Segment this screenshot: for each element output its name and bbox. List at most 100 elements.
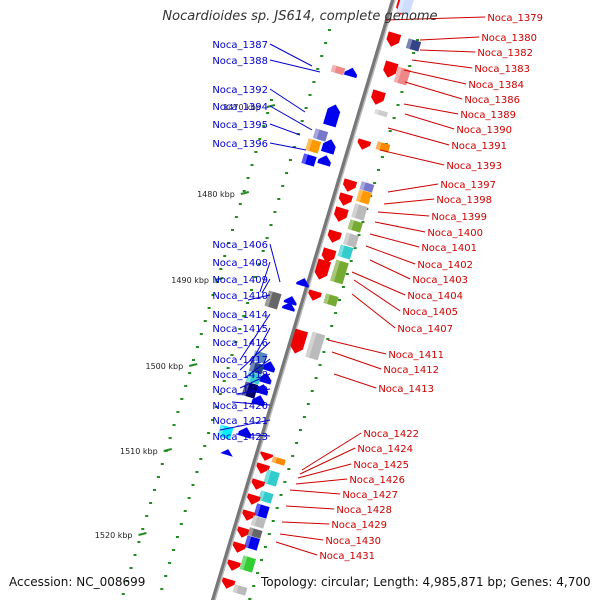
gene-feature (393, 66, 411, 86)
right-gene-label: Noca_1422 (363, 429, 419, 440)
right-gene-label: Noca_1391 (451, 141, 507, 152)
gene-shade (337, 244, 345, 258)
gene-shade (347, 219, 355, 231)
gene-shade (330, 64, 337, 73)
right-gene-label: Noca_1389 (460, 110, 516, 121)
gene-shade (343, 232, 351, 246)
track-tick (184, 385, 188, 387)
left-gene-label: Noca_1418 (212, 370, 268, 381)
gene-feature (374, 108, 389, 118)
track-tick (176, 411, 180, 413)
gene-shade (312, 128, 320, 140)
track-tick (234, 341, 238, 343)
left-label-leader (249, 327, 271, 366)
gene-feature (342, 178, 358, 192)
gene-feature (327, 229, 342, 243)
gene-feature (250, 515, 267, 529)
right-label-leader (419, 36, 480, 41)
gene-shade (359, 181, 366, 191)
gene-arrow-forward (343, 67, 358, 79)
track-tick (153, 489, 156, 491)
left-label-leader (235, 433, 271, 437)
left-label-leader (239, 341, 271, 371)
track-tick (357, 234, 361, 236)
scale-tick-label: 1480 kbp (197, 190, 235, 199)
gene-block (375, 141, 391, 153)
gene-block (253, 503, 270, 519)
track-tick (207, 432, 211, 434)
map-title: Nocardioides sp. JS614, complete genome (162, 9, 438, 24)
gene-shade (330, 259, 341, 282)
right-gene-label: Noca_1399 (431, 212, 487, 223)
track-tick (242, 315, 246, 317)
left-gene-label: Noca_1396 (212, 139, 268, 150)
track-tick (306, 403, 310, 405)
gene-block (405, 38, 422, 52)
track-tick (345, 273, 349, 275)
gene-feature (232, 584, 248, 596)
gene-feature (296, 278, 310, 288)
track-tick (318, 364, 322, 366)
track-tick (172, 549, 175, 551)
left-label-leader (269, 123, 301, 136)
gene-arrow-reverse (333, 206, 349, 222)
track-tick (377, 169, 380, 171)
right-gene-label: Noca_1380 (481, 33, 537, 44)
track-tick (211, 294, 215, 296)
track-tick (256, 572, 260, 574)
left-label-leader (231, 401, 271, 406)
genome-backbone (210, 0, 396, 600)
gene-block (301, 153, 317, 167)
gene-block (351, 203, 368, 221)
gene-feature (338, 192, 353, 206)
gene-shade (232, 584, 239, 594)
gene-feature (314, 258, 332, 280)
gene-feature (263, 469, 280, 487)
track-tick (261, 250, 265, 252)
gene-arrow-forward (317, 155, 331, 167)
left-label-leader (269, 88, 306, 113)
track-tick (203, 445, 207, 447)
gene-block (248, 361, 265, 375)
track-tick (133, 554, 137, 556)
track-tick (238, 328, 242, 330)
gene-feature (321, 247, 337, 263)
scale-tick-label: 1500 kbp (145, 362, 183, 371)
track-tick (392, 117, 396, 119)
track-tick (258, 138, 262, 140)
track-tick (334, 312, 338, 314)
gene-shade (305, 138, 313, 152)
track-tick (361, 221, 365, 223)
gene-block (244, 535, 261, 551)
track-tick (207, 307, 211, 309)
track-tick (183, 510, 187, 512)
gene-feature (247, 527, 263, 539)
right-label-leader (365, 245, 416, 265)
gene-feature (371, 89, 386, 105)
right-label-leader (297, 463, 352, 479)
track-tick (283, 481, 287, 483)
track-tick (219, 268, 223, 270)
right-label-leader (275, 541, 318, 556)
right-label-leader (295, 478, 348, 485)
gene-feature (256, 462, 270, 474)
left-gene-label: Noca_1421 (212, 416, 268, 427)
left-label-leader (239, 373, 271, 389)
track-tick (246, 177, 250, 179)
track-tick (222, 380, 226, 382)
gene-block (347, 219, 363, 233)
right-gene-label: Noca_1386 (464, 95, 520, 106)
track-tick (263, 546, 267, 548)
left-gene-label: Noca_1409 (212, 275, 268, 286)
gene-feature (301, 153, 317, 167)
gene-block (330, 64, 346, 76)
gene-feature (239, 555, 257, 573)
track-tick (223, 255, 227, 257)
scale-tick-label: 1520 kbp (95, 531, 133, 540)
gene-block (355, 189, 372, 205)
gene-feature (320, 139, 336, 155)
right-label-leader (379, 149, 445, 166)
gene-shade (301, 153, 309, 165)
track-tick (302, 416, 306, 418)
